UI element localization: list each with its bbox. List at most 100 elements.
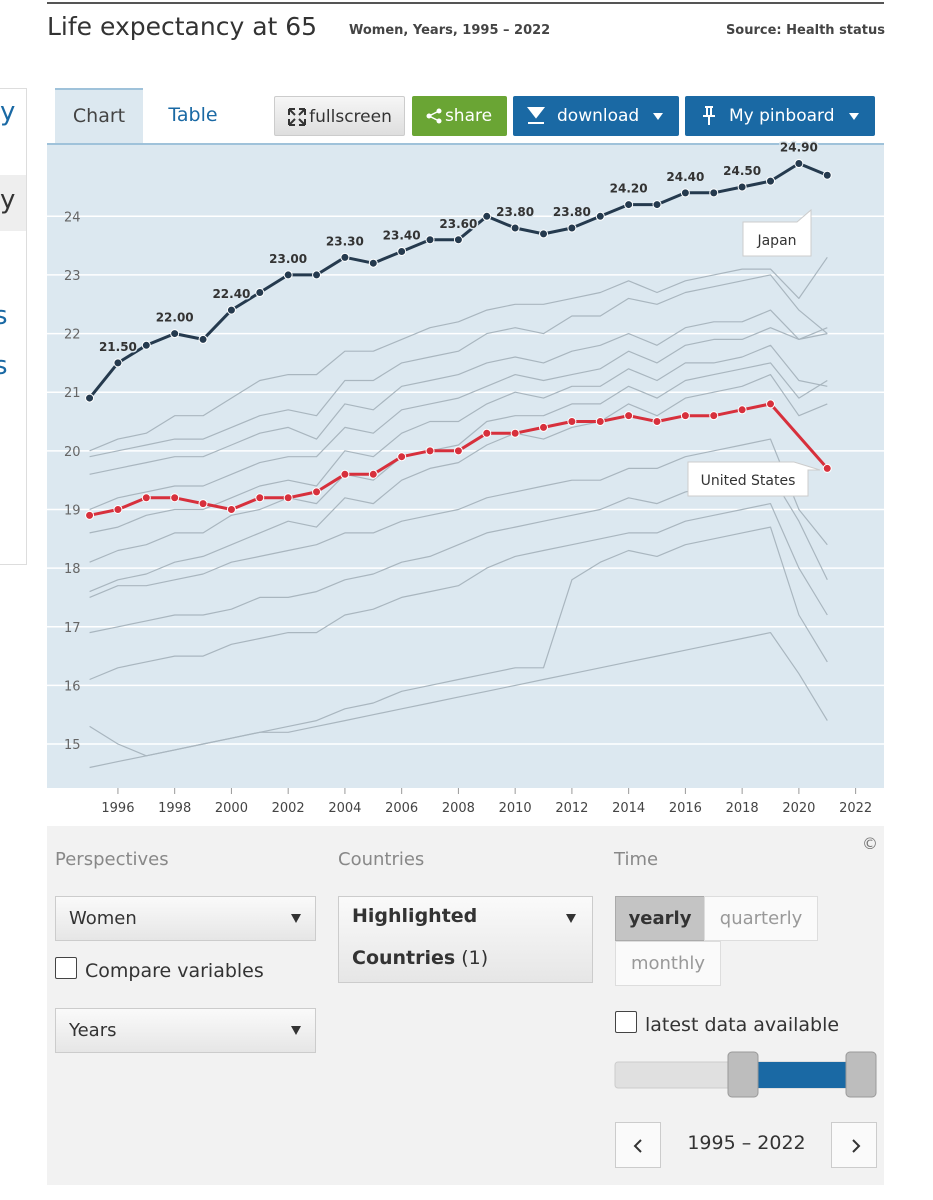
background-line <box>89 309 828 475</box>
range-label: 1995 – 2022 <box>687 1132 806 1154</box>
data-label: 22.00 <box>156 311 194 325</box>
tab-chart[interactable]: Chart <box>55 88 143 144</box>
pinboard-icons <box>703 106 859 125</box>
data-label: 23.00 <box>269 252 307 266</box>
series-point <box>425 446 435 456</box>
series-point <box>624 200 634 210</box>
x-tick-label: 2004 <box>328 801 361 816</box>
share-button[interactable]: share <box>412 96 507 136</box>
series-point <box>539 422 549 432</box>
range-slider[interactable] <box>610 1048 882 1102</box>
countries-heading: Countries <box>338 849 425 870</box>
fullscreen-icon <box>288 108 306 126</box>
x-tick-label: 2000 <box>215 801 248 816</box>
series-point <box>397 246 407 256</box>
data-label: 23.40 <box>383 228 421 242</box>
x-tick-label: 2012 <box>555 801 588 816</box>
sidebar-item[interactable]: s <box>0 351 8 381</box>
background-line <box>89 274 828 458</box>
series-point <box>510 428 520 438</box>
yearly-option[interactable]: yearly <box>615 896 705 941</box>
series-point <box>85 393 95 403</box>
series-point <box>652 200 662 210</box>
series-point <box>766 176 776 186</box>
y-tick-label: 15 <box>64 738 81 753</box>
annotation-box <box>742 208 812 257</box>
share-icon <box>426 108 442 124</box>
series-point <box>141 493 151 503</box>
latest-checkbox[interactable] <box>615 1011 637 1033</box>
monthly-option[interactable]: monthly <box>615 941 721 986</box>
data-label: 24.90 <box>780 141 818 155</box>
series-point <box>567 223 577 233</box>
dropdown-value: Years <box>69 1020 117 1041</box>
top-rule <box>47 2 884 4</box>
chart: 15 16 17 18 19 20 21 22 23 24 1996 1998 2000 2002 2004… <box>47 139 884 816</box>
sidebar-item[interactable]: y <box>0 97 16 127</box>
x-tick-label: 2014 <box>612 801 645 816</box>
prev-button[interactable] <box>615 1122 661 1168</box>
y-tick-label: 21 <box>64 386 81 401</box>
y-tick-label: 18 <box>64 562 81 577</box>
series-point <box>170 493 180 503</box>
series-point <box>539 229 549 239</box>
data-label: 24.20 <box>610 182 648 196</box>
background-line <box>89 362 828 563</box>
series-point <box>312 487 322 497</box>
series-point <box>737 182 747 192</box>
y-tick-label: 16 <box>64 679 81 694</box>
sidebar: y y s s <box>0 88 27 565</box>
series-point <box>624 411 634 421</box>
sidebar-item[interactable]: s <box>0 301 8 331</box>
x-tick-label: 2002 <box>272 801 305 816</box>
annotation: United States <box>701 473 796 489</box>
series-point <box>652 417 662 427</box>
background-line <box>89 256 828 452</box>
series-point <box>425 235 435 245</box>
background-line <box>89 374 828 593</box>
fullscreen-button[interactable]: fullscreen <box>274 96 405 136</box>
pinboard-button[interactable]: My pinboard <box>685 96 875 136</box>
series-point <box>709 188 719 198</box>
latest-label: latest data available <box>645 1014 840 1036</box>
data-label: 24.50 <box>723 164 761 178</box>
series-point <box>198 499 208 509</box>
series-point <box>822 170 832 180</box>
series-point <box>312 270 322 280</box>
sidebar-active <box>0 175 26 231</box>
unit-dropdown[interactable]: Years <box>55 1008 316 1053</box>
background-line <box>89 327 828 511</box>
button-label: share <box>444 106 493 126</box>
data-label: 22.40 <box>212 287 250 301</box>
tab-table[interactable]: Table <box>168 104 218 126</box>
series-point <box>226 504 236 514</box>
series-point <box>283 493 293 503</box>
button-label: My pinboard <box>729 106 835 126</box>
countries-line1: Highlighted <box>352 905 478 927</box>
x-tick-label: 2018 <box>726 801 759 816</box>
download-button[interactable]: download <box>513 96 679 136</box>
series-point <box>453 235 463 245</box>
series-point <box>170 329 180 339</box>
next-button[interactable] <box>831 1122 877 1168</box>
variable-dropdown[interactable]: Women <box>55 896 316 941</box>
perspectives-heading: Perspectives <box>55 849 169 870</box>
series-point <box>255 493 265 503</box>
series-point <box>226 305 236 315</box>
series-point <box>595 211 605 221</box>
series-point <box>510 223 520 233</box>
series-point <box>794 159 804 169</box>
y-tick-label: 19 <box>64 503 81 518</box>
caret <box>566 914 576 923</box>
sidebar-item[interactable]: y <box>0 185 16 215</box>
y-tick-label: 20 <box>64 445 81 460</box>
background-line <box>89 438 828 598</box>
series-point <box>397 452 407 462</box>
x-tick-label: 2008 <box>442 801 475 816</box>
series-point <box>368 258 378 268</box>
quarterly-option[interactable]: quarterly <box>704 896 818 941</box>
countries-dropdown[interactable]: Highlighted Countries (1) <box>338 896 593 983</box>
compare-checkbox[interactable] <box>55 957 77 979</box>
data-label: 23.30 <box>326 234 364 248</box>
series-point <box>453 446 463 456</box>
